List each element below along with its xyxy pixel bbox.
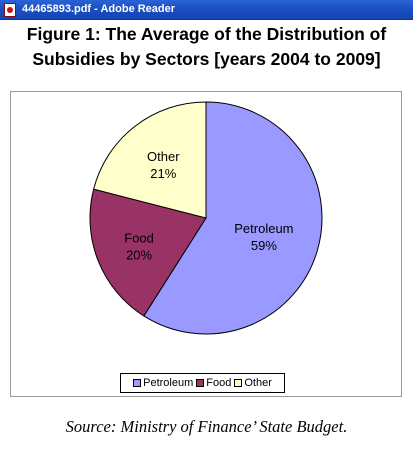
legend-item-food: Food	[196, 377, 231, 389]
legend-swatch-other	[234, 379, 243, 387]
legend-label-food: Food	[206, 377, 232, 389]
legend-label-other: Other	[244, 377, 272, 389]
slice-value-label-other: 21%	[150, 166, 176, 181]
slice-value-label-food: 20%	[126, 248, 152, 263]
pie-slice-petroleum	[143, 101, 323, 335]
window-titlebar: 44465893.pdf - Adobe Reader	[0, 0, 413, 20]
window-title: 44465893.pdf - Adobe Reader	[22, 3, 176, 15]
legend-swatch-petroleum	[133, 379, 142, 387]
legend-label-petroleum: Petroleum	[143, 377, 194, 389]
slice-value-label-petroleum: 59%	[251, 238, 277, 253]
pie-slice-food	[89, 188, 207, 317]
legend-item-other: Other	[234, 377, 272, 389]
slice-name-label-food: Food	[124, 231, 154, 246]
legend-swatch-food	[196, 379, 205, 387]
slice-name-label-petroleum: Petroleum	[234, 221, 293, 236]
chart-legend: Petroleum Food Other	[120, 373, 285, 393]
figure-title-line-2: Subsidies by Sectors [years 2004 to 2009…	[32, 49, 381, 69]
pie-slice-other	[93, 101, 207, 219]
figure-title-line-1: Figure 1: The Average of the Distributio…	[26, 24, 387, 44]
adobe-reader-icon	[4, 3, 16, 17]
legend-item-petroleum: Petroleum	[133, 377, 193, 389]
slice-name-label-other: Other	[147, 149, 180, 164]
figure-source: Source: Ministry of Finance’ State Budge…	[65, 417, 348, 436]
